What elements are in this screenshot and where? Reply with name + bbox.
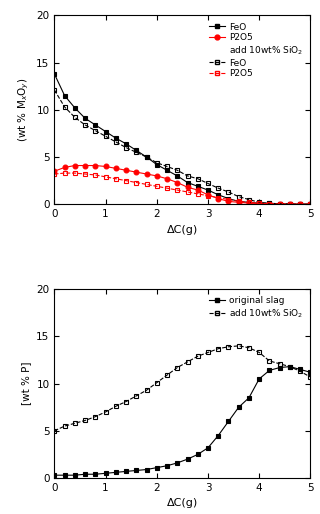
Legend: FeO, P2O5, add 10wt% SiO$_2$, FeO, P2O5: FeO, P2O5, add 10wt% SiO$_2$, FeO, P2O5 <box>206 20 306 81</box>
Y-axis label: (wt % M$_x$O$_y$): (wt % M$_x$O$_y$) <box>16 78 31 142</box>
Y-axis label: [wt % P]: [wt % P] <box>21 362 31 406</box>
Legend: original slag, add 10wt% SiO$_2$: original slag, add 10wt% SiO$_2$ <box>206 293 306 322</box>
X-axis label: ΔC(g): ΔC(g) <box>167 499 198 508</box>
X-axis label: ΔC(g): ΔC(g) <box>167 225 198 235</box>
